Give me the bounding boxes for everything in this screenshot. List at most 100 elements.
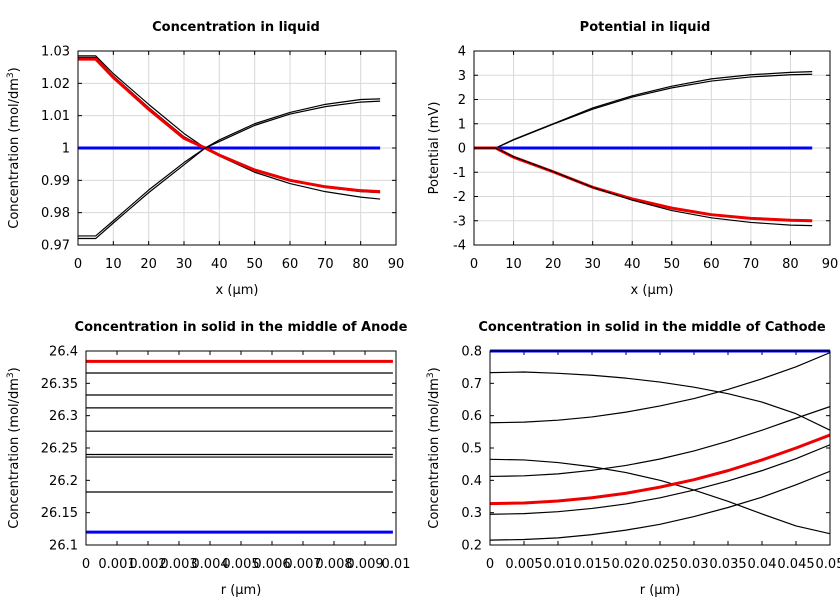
x-tick-label: 0.04 [748, 557, 777, 572]
x-tick-label: 0.005 [505, 557, 542, 572]
x-tick-label: 70 [743, 257, 760, 272]
plot-frame [489, 350, 831, 546]
x-tick-label: 0.02 [612, 557, 641, 572]
x-tick-label: 0 [82, 557, 90, 572]
series-line-red-current [78, 57, 381, 194]
x-tick-label: 0.008 [315, 557, 352, 572]
series-line-upper-a [474, 71, 813, 149]
x-tick-label: 0 [74, 257, 82, 272]
x-tick-label: 0.01 [382, 557, 411, 572]
x-tick-label: 0.025 [641, 557, 678, 572]
plot-frame [85, 350, 397, 546]
x-tick-label: 0.03 [680, 557, 709, 572]
x-tick-label: 0.045 [777, 557, 814, 572]
y-axis-label: Concentration (mol/dm3) [426, 367, 442, 529]
y-tick-label: 1 [458, 117, 466, 132]
x-tick-label: 50 [664, 257, 681, 272]
series-line-lower-a [474, 147, 813, 227]
y-tick-label: 0.2 [461, 539, 482, 554]
y-tick-label: 0.5 [461, 442, 482, 457]
x-tick-label: 0.009 [346, 557, 383, 572]
x-tick-label: 0.006 [253, 557, 290, 572]
x-tick-label: 0.05 [816, 557, 840, 572]
x-tick-label: 0.003 [160, 557, 197, 572]
y-tick-label: 0.99 [41, 174, 70, 189]
x-tick-label: 30 [176, 257, 193, 272]
series-line-decr-2 [490, 458, 830, 535]
x-tick-label: 10 [105, 257, 122, 272]
y-axis-label: Potential (mV) [427, 102, 442, 195]
chart-panel-4: 0 0.005 0.01 0.015 0.02 0.025 0.03 0.035 0.04 0.0… [426, 320, 840, 598]
y-tick-label: 1.01 [41, 109, 70, 124]
x-tick-label: 0 [486, 557, 494, 572]
series-group [490, 349, 830, 541]
y-tick-label: 26.15 [41, 506, 78, 521]
x-tick-label: 30 [584, 257, 601, 272]
x-tick-label: 0.035 [709, 557, 746, 572]
y-tick-label: 1 [62, 142, 70, 157]
chart-title: Concentration in solid in the middle of … [75, 320, 408, 335]
x-tick-label: 0.01 [544, 557, 573, 572]
x-axis-label: r (µm) [640, 583, 681, 598]
x-tick-label: 60 [703, 257, 720, 272]
y-tick-label: 3 [458, 69, 466, 84]
x-axis-label: x (µm) [216, 283, 259, 298]
series-line-decr-1 [490, 371, 830, 431]
y-tick-label: -3 [453, 214, 466, 229]
chart-title: Concentration in solid in the middle of … [478, 320, 826, 335]
x-tick-label: 20 [545, 257, 562, 272]
series-line-lower-a [78, 98, 381, 237]
y-tick-label: 26.25 [41, 442, 78, 457]
x-tick-label: 0.001 [98, 557, 135, 572]
y-tick-label: 26.3 [49, 409, 78, 424]
series-line-red-current [474, 146, 813, 223]
y-tick-label: 0.97 [41, 239, 70, 254]
x-tick-label: 80 [782, 257, 799, 272]
y-axis-label: Concentration (mol/dm3) [6, 367, 22, 529]
series-group [86, 359, 393, 534]
x-axis-label: x (µm) [631, 283, 674, 298]
y-tick-label: 2 [458, 93, 466, 108]
y-tick-label: 1.03 [41, 45, 70, 60]
series-line-upper-b [78, 56, 381, 194]
y-tick-label: 0.3 [461, 506, 482, 521]
y-tick-label: 26.4 [49, 345, 78, 360]
x-tick-label: 0.002 [129, 557, 166, 572]
series-line-upper-a [78, 55, 381, 200]
y-tick-label: 0.4 [461, 474, 482, 489]
y-tick-label: 0.7 [461, 377, 482, 392]
x-tick-label: 10 [505, 257, 522, 272]
chart-title: Concentration in liquid [152, 20, 320, 35]
y-tick-label: 26.1 [49, 539, 78, 554]
series-line-incr-1 [490, 352, 830, 424]
series-line-lower-b [78, 100, 381, 240]
y-tick-label: -4 [453, 239, 466, 254]
y-tick-label: 0.8 [461, 345, 482, 360]
x-tick-label: 0.007 [284, 557, 321, 572]
series-line-upper-b [474, 73, 813, 149]
series-line-incr-4 [490, 470, 830, 541]
y-tick-label: 0 [458, 142, 466, 157]
y-tick-label: -2 [453, 190, 466, 205]
plot-frame [77, 50, 397, 246]
series-line-red-current [490, 433, 830, 506]
x-tick-label: 40 [211, 257, 228, 272]
x-tick-label: 0 [470, 257, 478, 272]
y-axis-label: Concentration (mol/dm3) [6, 67, 22, 229]
series-group [78, 55, 381, 240]
x-tick-label: 40 [624, 257, 641, 272]
y-tick-label: 0.6 [461, 409, 482, 424]
y-tick-label: 4 [458, 45, 466, 60]
x-tick-label: 60 [282, 257, 299, 272]
chart-panel-2: 0 10 20 30 40 50 60 70 80 90 -4 -3 -2 -1 0 1 2 3 4 Potentia… [427, 20, 838, 298]
plot-frame [473, 50, 831, 246]
x-tick-label: 20 [140, 257, 157, 272]
x-tick-label: 0.004 [191, 557, 228, 572]
y-tick-label: -1 [453, 166, 466, 181]
chart-title: Potential in liquid [580, 20, 711, 35]
x-tick-label: 50 [246, 257, 263, 272]
x-tick-label: 90 [388, 257, 405, 272]
series-line-incr-3 [490, 444, 830, 515]
series-group [474, 71, 813, 227]
